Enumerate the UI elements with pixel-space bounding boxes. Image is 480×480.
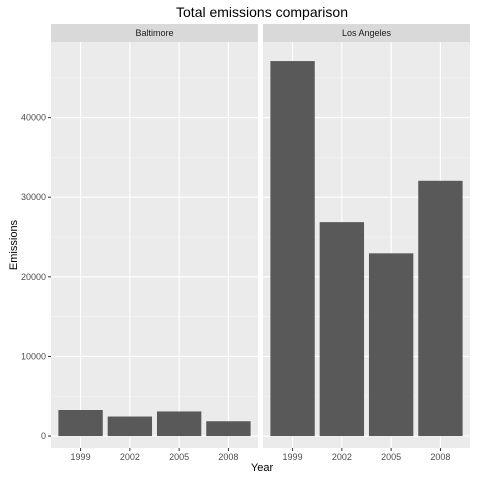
facet-label: Baltimore — [135, 28, 173, 38]
y-axis-title: Emissions — [8, 219, 20, 270]
bar — [206, 421, 251, 437]
y-tick-label: 10000 — [21, 351, 46, 361]
x-axis-title: Year — [251, 462, 274, 474]
x-tick-label: 2005 — [169, 452, 189, 462]
bar — [107, 416, 153, 437]
bar — [58, 409, 103, 437]
bar — [418, 180, 463, 437]
x-tick-label: 2008 — [218, 452, 238, 462]
x-tick-label: 2008 — [430, 452, 450, 462]
chart-title: Total emissions comparison — [176, 4, 348, 20]
y-axis: 0 10000 20000 30000 40000 — [21, 113, 51, 441]
facet-strip — [263, 24, 470, 42]
x-tick-label: 2002 — [120, 452, 140, 462]
x-tick-label: 2005 — [381, 452, 401, 462]
x-tick-label: 1999 — [283, 452, 303, 462]
facet-label: Los Angeles — [342, 28, 392, 38]
bar — [156, 411, 202, 437]
x-tick-label: 2002 — [332, 452, 352, 462]
panel-background — [51, 42, 258, 448]
y-tick-label: 30000 — [21, 192, 46, 202]
y-tick-label: 20000 — [21, 272, 46, 282]
bar — [270, 61, 315, 437]
x-axis: 1999 2002 2005 2008 1999 2002 2005 2008 — [71, 448, 450, 462]
facet-panels: Baltimore Los Angeles — [51, 24, 470, 448]
bar — [368, 253, 414, 437]
x-tick-label: 1999 — [71, 452, 91, 462]
facet-strip — [51, 24, 258, 42]
y-tick-label: 40000 — [21, 113, 46, 123]
bar — [319, 222, 365, 437]
y-tick-label: 0 — [41, 431, 46, 441]
